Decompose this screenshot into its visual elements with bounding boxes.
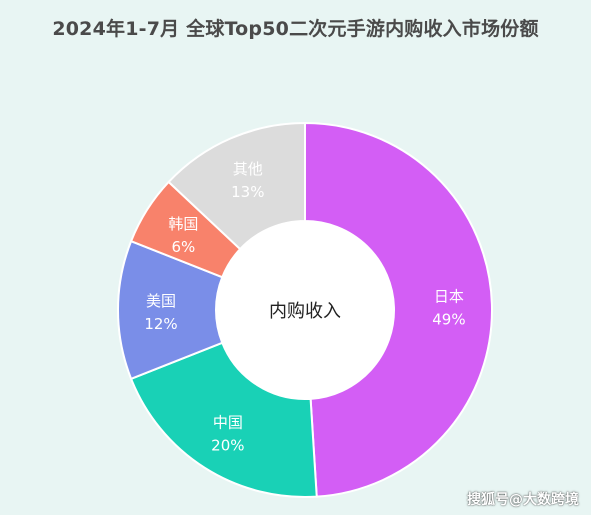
slice-value-label-2: 20% xyxy=(211,437,244,455)
donut-slice-5 xyxy=(167,121,306,251)
slice-name-label-5: 其他 xyxy=(233,160,263,178)
slice-value-label-5: 13% xyxy=(231,183,264,201)
slice-value-label-3: 12% xyxy=(144,315,177,333)
slice-name-label-2: 中国 xyxy=(213,414,243,432)
slice-labels: 日本 49% 中国 20% 美国 12% 韩国 6% 其他 13% xyxy=(144,160,465,455)
donut-hole xyxy=(216,221,394,399)
slice-value-label-1: 49% xyxy=(432,310,465,328)
donut-slices xyxy=(117,121,493,498)
slice-value-label-4: 6% xyxy=(172,238,196,256)
slice-name-label-1: 日本 xyxy=(434,287,464,305)
slice-name-label-4: 韩国 xyxy=(168,215,198,233)
chart-title: 2024年1-7月 全球Top50二次元手游内购收入市场份额 xyxy=(52,18,539,40)
watermark: 搜狐号@大数跨境 xyxy=(467,492,579,508)
center-label: 内购收入 xyxy=(269,301,341,322)
slice-name-label-3: 美国 xyxy=(146,292,176,310)
